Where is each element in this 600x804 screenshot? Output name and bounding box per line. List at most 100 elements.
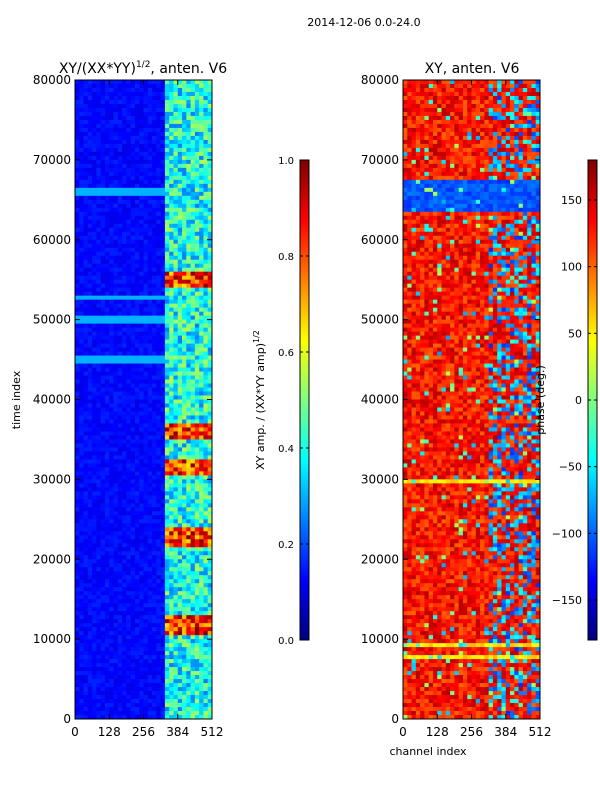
heatmap-cell [173,291,179,297]
heatmap-cell [207,651,213,656]
heatmap-cell [104,583,110,588]
heatmap-cell [160,527,166,532]
heatmap-cell [79,603,84,608]
heatmap-cell [173,395,179,400]
heatmap-cell [100,155,106,161]
heatmap-cell [126,227,132,233]
heatmap-cell [139,579,144,584]
heatmap-cell [169,487,174,492]
heatmap-cell [79,547,84,552]
heatmap-cell [83,523,89,528]
heatmap-cell [186,259,191,265]
heatmap-cell [177,87,183,93]
heatmap-cell [152,571,157,576]
heatmap-cell [96,455,102,460]
heatmap-cell [122,163,127,169]
heatmap-cell [104,107,110,113]
heatmap-cell [190,431,196,436]
heatmap-cell [177,663,183,668]
heatmap-cell [139,395,144,400]
heatmap-cell [173,187,179,193]
heatmap-cell [96,635,102,640]
heatmap-cell [109,171,114,177]
heatmap-cell [117,255,123,261]
heatmap-cell [160,507,166,512]
heatmap-cell [169,695,174,700]
heatmap-cell [199,439,204,444]
heatmap-cell [100,479,106,484]
heatmap-cell [83,691,89,696]
heatmap-cell [109,531,114,536]
heatmap-cell [199,159,204,165]
heatmap-cell [203,331,209,336]
heatmap-cell [109,355,114,360]
heatmap-cell [87,199,93,205]
heatmap-cell [203,259,209,265]
heatmap-cell [182,607,187,612]
heatmap-cell [130,291,136,297]
heatmap-cell [100,651,106,656]
heatmap-cell [126,171,132,177]
heatmap-cell [199,551,204,556]
heatmap-cell [143,99,149,105]
heatmap-cell [109,335,114,340]
heatmap-cell [75,219,80,225]
heatmap-cell [139,499,144,504]
heatmap-cell [190,511,196,516]
heatmap-cell [143,207,149,213]
heatmap-cell [134,399,140,404]
heatmap-cell [156,503,162,508]
heatmap-cell [143,351,149,356]
heatmap-cell [164,259,170,265]
heatmap-cell [152,687,157,692]
heatmap-cell [203,311,209,317]
heatmap-cell [139,519,144,524]
heatmap-cell [207,287,213,293]
heatmap-cell [92,267,97,273]
heatmap-cell [100,431,106,436]
heatmap-cell [122,223,127,229]
heatmap-cell [75,687,80,692]
heatmap-cell [100,339,106,344]
heatmap-cell [194,439,200,444]
heatmap-cell [79,407,84,412]
heatmap-cell [104,255,110,261]
heatmap-cell [104,399,110,404]
heatmap-cell [134,339,140,344]
heatmap-cell [104,159,110,165]
heatmap-cell [113,151,119,157]
heatmap-cell [164,415,170,420]
heatmap-cell [147,143,153,149]
heatmap-cell [199,467,204,472]
heatmap-cell [96,135,102,141]
heatmap-cell [92,155,97,161]
heatmap-cell [126,447,132,452]
heatmap-cell [190,651,196,656]
heatmap-cell [203,687,209,692]
heatmap-cell [92,403,97,408]
heatmap-cell [92,259,97,265]
heatmap-cell [160,567,166,572]
heatmap-cell [139,387,144,392]
heatmap-cell [147,139,153,145]
heatmap-cell [96,551,102,556]
heatmap-cell [143,487,149,492]
heatmap-cell [122,623,127,628]
heatmap-cell [75,215,80,221]
heatmap-cell [130,139,136,145]
heatmap-cell [203,195,209,201]
heatmap-cell [96,211,102,217]
heatmap-cell [203,95,209,101]
heatmap-cell [186,515,191,520]
heatmap-cell [152,599,157,604]
heatmap-cell [182,235,187,241]
heatmap-cell [117,287,123,293]
heatmap-cell [173,83,179,89]
heatmap-cell [139,559,144,564]
heatmap-cell [190,411,196,416]
heatmap-cell [109,563,114,568]
heatmap-cell [75,647,80,652]
heatmap-cell [160,599,166,604]
heatmap-cell [92,183,97,189]
heatmap-cell [126,275,132,281]
